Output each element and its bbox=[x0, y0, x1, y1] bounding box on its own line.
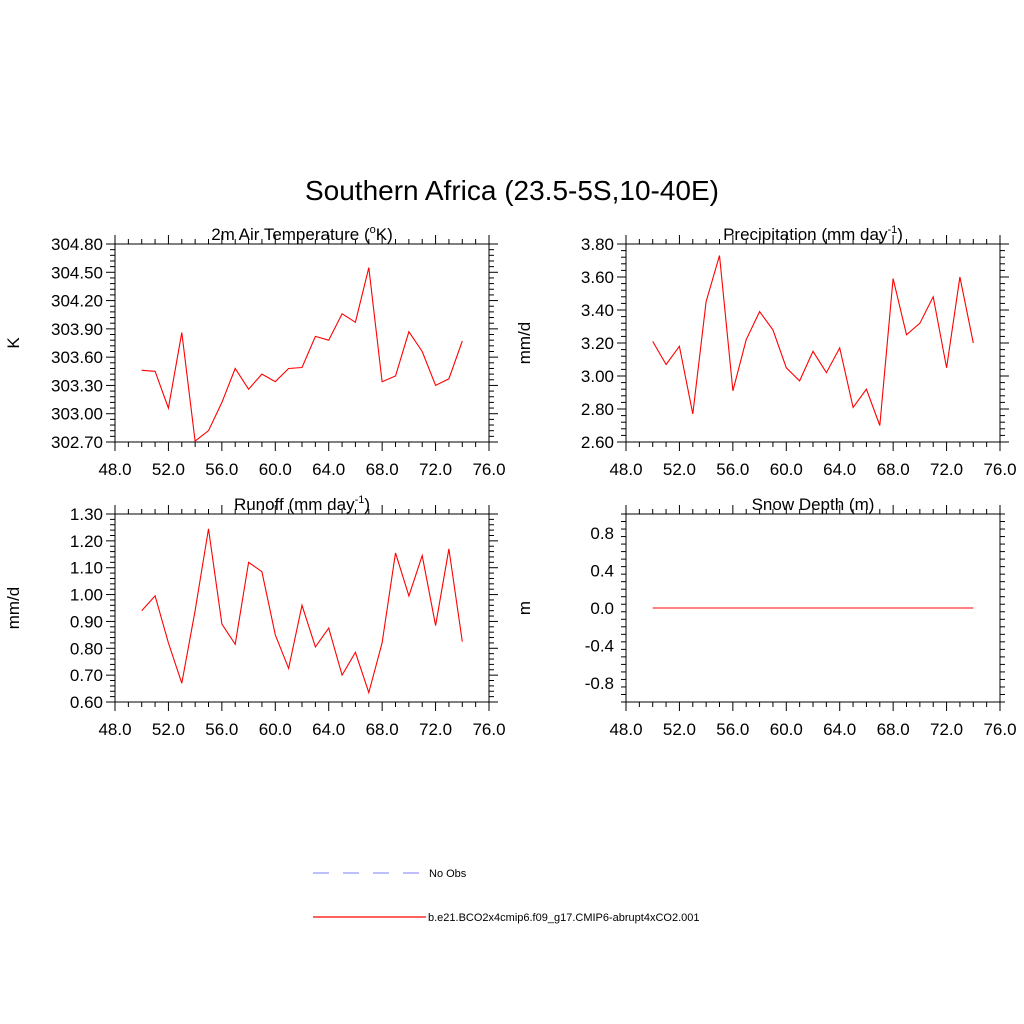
x-tick-label: 68.0 bbox=[366, 720, 399, 739]
x-tick-label: 64.0 bbox=[823, 460, 856, 479]
y-tick-label: 1.10 bbox=[70, 559, 103, 578]
y-tick-label: 0.80 bbox=[70, 639, 103, 658]
plot-frame bbox=[625, 243, 1001, 443]
legend: No Obs b.e21.BCO2x4cmip6.f09_g17.CMIP6-a… bbox=[313, 868, 700, 924]
panel-title-end: ) bbox=[364, 495, 370, 514]
series-line bbox=[652, 255, 974, 426]
x-tick-label: 56.0 bbox=[716, 720, 749, 739]
y-tick-label: 0.70 bbox=[70, 666, 103, 685]
x-tick-label: 72.0 bbox=[419, 460, 452, 479]
y-tick-label: 1.20 bbox=[70, 532, 103, 551]
x-tick-label: 52.0 bbox=[152, 460, 185, 479]
y-tick-label: 303.90 bbox=[51, 320, 103, 339]
x-tick-label: 68.0 bbox=[877, 460, 910, 479]
y-axis-label: mm/d bbox=[515, 322, 534, 365]
x-tick-label: 56.0 bbox=[205, 720, 238, 739]
x-tick-label: 72.0 bbox=[930, 720, 963, 739]
y-tick-label: 1.00 bbox=[70, 586, 103, 605]
series-line bbox=[141, 528, 463, 695]
panels: 2m Air Temperature (oK) K 48.0 52.0 56.0 60.0… bbox=[4, 224, 1017, 739]
y-tick-label: 3.80 bbox=[581, 235, 614, 254]
chart-panel-1: 2m Air Temperature (oK) K 48.0 52.0 56.0 60.0… bbox=[4, 224, 506, 479]
y-tick-label: 0.60 bbox=[70, 693, 103, 712]
panel-title-superscript: o bbox=[370, 224, 376, 236]
y-tick-label: 3.40 bbox=[581, 301, 614, 320]
chart-panel-2: Precipitation (mm day-1) mm/d 48.0 52.0 56.0… bbox=[515, 224, 1017, 479]
x-tick-label: 64.0 bbox=[823, 720, 856, 739]
x-tick-label: 72.0 bbox=[419, 720, 452, 739]
y-tick-label: 1.30 bbox=[70, 505, 103, 524]
x-tick-label: 56.0 bbox=[205, 460, 238, 479]
y-tick-label: 2.60 bbox=[581, 433, 614, 452]
y-tick-label: -0.8 bbox=[585, 674, 614, 693]
y-tick-label: 0.90 bbox=[70, 612, 103, 631]
panel-title-main: 2m Air Temperature ( bbox=[211, 225, 370, 244]
y-tick-label: 2.80 bbox=[581, 400, 614, 419]
x-tick-label: 56.0 bbox=[716, 460, 749, 479]
y-tick-label: 3.60 bbox=[581, 268, 614, 287]
x-tick-label: 72.0 bbox=[930, 460, 963, 479]
y-tick-label: 3.20 bbox=[581, 334, 614, 353]
x-tick-label: 48.0 bbox=[609, 460, 642, 479]
x-tick-label: 60.0 bbox=[770, 460, 803, 479]
x-tick-label: 68.0 bbox=[877, 720, 910, 739]
x-tick-label: 76.0 bbox=[472, 720, 505, 739]
x-tick-label: 60.0 bbox=[770, 720, 803, 739]
series-line bbox=[141, 267, 463, 443]
plot-frame bbox=[114, 513, 490, 703]
panel-title: Precipitation (mm day-1) bbox=[723, 224, 903, 244]
y-axis-label: m bbox=[515, 601, 534, 615]
x-tick-label: 76.0 bbox=[983, 720, 1016, 739]
y-tick-label: 303.30 bbox=[51, 376, 103, 395]
y-axis-label: mm/d bbox=[4, 587, 23, 630]
x-tick-label: 64.0 bbox=[312, 460, 345, 479]
panel-title-main: Precipitation (mm day bbox=[723, 225, 888, 244]
y-tick-label: -0.4 bbox=[585, 637, 614, 656]
y-tick-label: 304.50 bbox=[51, 263, 103, 282]
x-tick-label: 64.0 bbox=[312, 720, 345, 739]
x-tick-label: 52.0 bbox=[663, 460, 696, 479]
y-tick-label: 0.0 bbox=[590, 599, 614, 618]
y-tick-label: 3.00 bbox=[581, 367, 614, 386]
x-tick-label: 48.0 bbox=[609, 720, 642, 739]
panel-title: 2m Air Temperature (oK) bbox=[211, 224, 393, 244]
x-tick-label: 60.0 bbox=[259, 720, 292, 739]
y-tick-label: 303.00 bbox=[51, 405, 103, 424]
legend-obs-label: No Obs bbox=[429, 868, 467, 880]
x-tick-label: 52.0 bbox=[152, 720, 185, 739]
x-tick-label: 76.0 bbox=[472, 460, 505, 479]
y-axis-label: K bbox=[4, 337, 23, 349]
chart-panel-3: Runoff (mm day-1) mm/d 48.0 52.0 56.0 60.0 64.… bbox=[4, 494, 506, 739]
chart-panel-4: Snow Depth (m) m 48.0 52.0 56.0 60.0 64.0 68.0 7… bbox=[515, 495, 1017, 739]
x-tick-label: 48.0 bbox=[98, 460, 131, 479]
panel-title: Runoff (mm day-1) bbox=[234, 494, 370, 514]
panel-title-end: K) bbox=[376, 225, 393, 244]
y-tick-label: 0.4 bbox=[590, 561, 614, 580]
panel-title-main: Snow Depth (m) bbox=[752, 495, 875, 514]
y-tick-label: 303.60 bbox=[51, 348, 103, 367]
panel-title: Snow Depth (m) bbox=[752, 495, 875, 514]
x-tick-label: 68.0 bbox=[366, 460, 399, 479]
plot-frame bbox=[114, 243, 490, 443]
legend-model-label: b.e21.BCO2x4cmip6.f09_g17.CMIP6-abrupt4x… bbox=[428, 912, 700, 924]
x-tick-label: 48.0 bbox=[98, 720, 131, 739]
y-tick-label: 0.8 bbox=[590, 524, 614, 543]
panel-title-superscript: -1 bbox=[355, 494, 365, 506]
y-tick-label: 304.20 bbox=[51, 292, 103, 311]
x-tick-label: 76.0 bbox=[983, 460, 1016, 479]
x-tick-label: 60.0 bbox=[259, 460, 292, 479]
y-tick-label: 304.80 bbox=[51, 235, 103, 254]
panel-title-main: Runoff (mm day bbox=[234, 495, 355, 514]
y-tick-label: 302.70 bbox=[51, 433, 103, 452]
panel-title-superscript: -1 bbox=[887, 224, 897, 236]
panel-title-end: ) bbox=[897, 225, 903, 244]
x-tick-label: 52.0 bbox=[663, 720, 696, 739]
figure-title: Southern Africa (23.5-5S,10-40E) bbox=[305, 175, 719, 206]
